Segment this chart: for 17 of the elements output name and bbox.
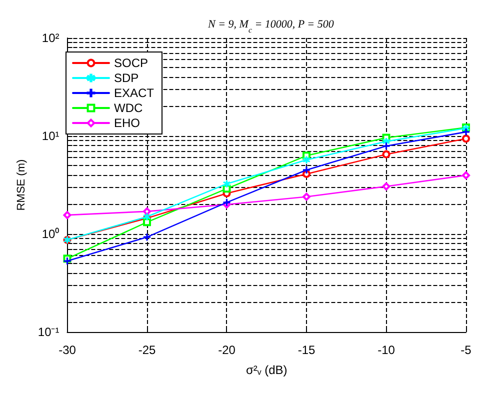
x-tick-label: -5 — [460, 343, 472, 357]
legend-label: WDC — [114, 101, 143, 115]
legend-label: SDP — [114, 71, 139, 85]
y-tick-label: 10² — [42, 31, 60, 45]
x-tick-label: -20 — [218, 343, 236, 357]
y-tick-label: 10⁻¹ — [38, 325, 60, 339]
y-axis-title: RMSE (m) — [16, 159, 28, 211]
x-axis-title: σ²ᵥ (dB) — [246, 363, 288, 377]
y-tick-label: 10¹ — [42, 129, 60, 143]
x-tick-label: -10 — [378, 343, 396, 357]
legend-label: EXACT — [114, 86, 155, 100]
x-tick-label: -30 — [58, 343, 76, 357]
x-tick-label: -15 — [298, 343, 316, 357]
y-tick-label: 10⁰ — [42, 227, 60, 241]
x-tick-label: -25 — [138, 343, 156, 357]
legend-label: EHO — [114, 116, 140, 130]
legend-label: SOCP — [114, 56, 148, 70]
